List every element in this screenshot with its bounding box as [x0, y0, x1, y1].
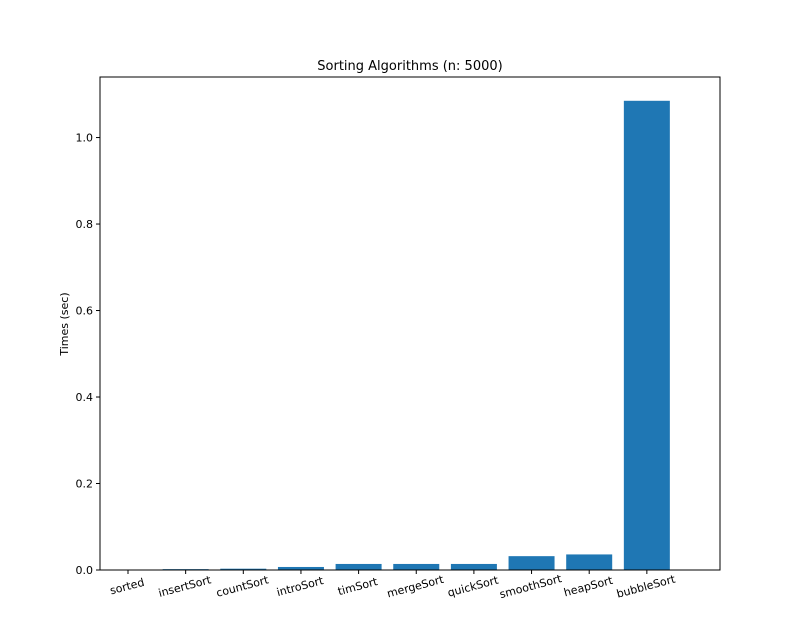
y-axis-label: Times (sec): [58, 292, 71, 356]
x-tick-label-smoothSort: smoothSort: [498, 572, 564, 601]
x-tick-label-timSort: timSort: [336, 575, 379, 598]
plot-frame: [99, 76, 721, 571]
chart-title: Sorting Algorithms (n: 5000): [317, 59, 502, 74]
x-axis-ticks: sorted insertSort countSort introSort timSor…: [108, 570, 677, 601]
y-tick-label-1: 0.2: [76, 478, 94, 491]
y-axis-ticks: 0.0 0.2 0.4 0.6 0.8 1.0: [76, 132, 100, 577]
bar-heapSort: [566, 554, 613, 570]
y-tick-label-0: 0.0: [76, 564, 94, 577]
y-tick-label-4: 0.8: [76, 218, 94, 231]
bar-introSort: [277, 566, 324, 570]
bar-smoothSort: [508, 556, 555, 570]
y-tick-label-2: 0.4: [76, 391, 94, 404]
x-tick-label-bubbleSort: bubbleSort: [615, 572, 677, 600]
bars-group: [105, 100, 670, 570]
x-tick-label-countSort: countSort: [215, 573, 271, 600]
x-tick-label-mergeSort: mergeSort: [386, 573, 446, 601]
x-tick-label-introSort: introSort: [275, 574, 325, 599]
x-tick-label-heapSort: heapSort: [562, 574, 614, 600]
x-tick-label-quickSort: quickSort: [446, 573, 500, 599]
y-tick-label-3: 0.6: [76, 305, 94, 318]
bar-bubbleSort: [623, 100, 670, 570]
bar-timSort: [335, 563, 382, 570]
bar-countSort: [220, 568, 267, 570]
bar-mergeSort: [393, 563, 440, 570]
bar-quickSort: [450, 563, 497, 570]
x-tick-label-sorted: sorted: [108, 576, 145, 598]
x-tick-label-insertSort: insertSort: [157, 573, 213, 600]
y-tick-label-5: 1.0: [76, 132, 94, 145]
